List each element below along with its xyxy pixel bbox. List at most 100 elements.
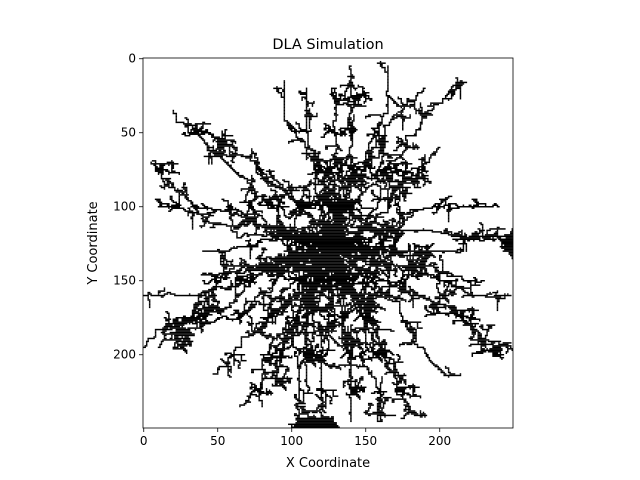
dla-particle-run <box>441 260 444 263</box>
dla-particle-run <box>301 327 305 329</box>
dla-particle-run <box>484 346 487 349</box>
dla-particle-run <box>187 207 191 209</box>
dla-particle-run <box>348 65 352 67</box>
dla-particle-run <box>200 214 204 217</box>
dla-particle-run <box>261 235 268 238</box>
dla-particle-run <box>379 188 391 190</box>
dla-particle-run <box>295 136 299 138</box>
dla-particle-run <box>347 86 355 88</box>
dla-particle-run <box>502 342 512 344</box>
dla-particle-run <box>394 169 402 171</box>
dla-particle-run <box>496 290 499 292</box>
dla-particle-run <box>350 346 355 349</box>
dla-particle-run <box>387 155 392 158</box>
dla-particle-run <box>246 180 249 183</box>
dla-particle-run <box>291 272 294 275</box>
dla-particle-run <box>305 319 309 322</box>
dla-particle-run <box>298 410 300 412</box>
dla-particle-run <box>385 226 395 229</box>
dla-particle-run <box>341 339 361 341</box>
dla-particle-run <box>369 405 371 408</box>
dla-particle-run <box>230 367 232 369</box>
dla-particle-run <box>387 288 391 291</box>
dla-particle-run <box>394 299 398 301</box>
dla-particle-run <box>259 325 268 328</box>
dla-particle-run <box>144 345 148 347</box>
dla-particle-run <box>329 158 345 161</box>
dla-particle-run <box>393 166 398 168</box>
dla-particle-run <box>305 318 309 320</box>
dla-particle-run <box>342 300 345 303</box>
dla-particle-run <box>157 293 160 295</box>
dla-particle-run <box>365 284 370 286</box>
dla-particle-run <box>203 303 206 306</box>
dla-particle-run <box>295 275 297 278</box>
dla-particle-run <box>282 189 300 192</box>
dla-particle-run <box>339 86 342 88</box>
dla-particle-run <box>276 210 280 212</box>
dla-particle-run <box>415 129 422 131</box>
dla-particle-run <box>436 207 441 209</box>
dla-particle-run <box>267 312 280 315</box>
dla-particle-run <box>283 109 286 112</box>
dla-particle-run <box>382 220 389 223</box>
dla-particle-run <box>393 268 398 270</box>
dla-particle-run <box>295 405 306 408</box>
dla-particle-run <box>443 282 445 285</box>
dla-particle-run <box>378 149 385 152</box>
dla-particle-run <box>316 352 318 354</box>
dla-particle-run <box>345 89 348 91</box>
dla-particle-run <box>258 272 263 275</box>
dla-particle-run <box>325 396 327 399</box>
dla-particle-run <box>251 176 253 178</box>
dla-particle-run <box>359 314 364 316</box>
dla-particle-run <box>439 257 441 260</box>
dla-particle-run <box>230 160 234 162</box>
dla-particle-run <box>396 208 401 211</box>
dla-particle-run <box>387 180 407 183</box>
dla-particle-run <box>251 368 266 371</box>
dla-particle-run <box>326 321 340 323</box>
dla-particle-run <box>345 158 349 161</box>
dla-particle-run <box>424 306 428 309</box>
dla-particle-run <box>344 96 346 98</box>
dla-particle-run <box>384 130 386 132</box>
dla-particle-run <box>375 145 377 147</box>
dla-particle-run <box>283 80 286 82</box>
dla-particle-run <box>298 401 305 403</box>
dla-particle-run <box>385 177 394 180</box>
dla-particle-run <box>248 322 254 325</box>
dla-particle-run <box>397 355 401 357</box>
dla-particle-run <box>292 269 352 272</box>
dla-particle-run <box>362 284 364 286</box>
dla-particle-run <box>404 137 407 140</box>
dla-particle-run <box>288 423 337 426</box>
dla-particle-run <box>447 302 450 304</box>
dla-particle-run <box>295 123 300 125</box>
dla-particle-run <box>384 345 386 347</box>
dla-particle-run <box>419 413 426 415</box>
dla-particle-run <box>271 237 280 239</box>
dla-particle-run <box>378 143 386 146</box>
dla-particle-run <box>397 97 402 100</box>
dla-particle-run <box>350 69 352 72</box>
dla-particle-run <box>271 318 274 320</box>
dla-particle-run <box>283 95 286 97</box>
dla-particle-run <box>480 324 484 326</box>
dla-particle-run <box>280 96 286 98</box>
dla-particle-run <box>341 325 346 328</box>
dla-particle-run <box>248 208 250 211</box>
dla-particle-run <box>499 240 513 242</box>
dla-particle-run <box>464 291 469 294</box>
dla-particle-run <box>245 195 247 198</box>
dla-particle-run <box>227 207 234 209</box>
dla-particle-run <box>465 245 468 248</box>
dla-particle-run <box>393 368 398 371</box>
dla-particle-run <box>182 339 191 341</box>
dla-particle-run <box>288 127 296 130</box>
dla-particle-run <box>203 281 206 283</box>
dla-particle-run <box>293 414 300 417</box>
dla-particle-run <box>381 160 385 162</box>
dla-particle-run <box>320 213 323 215</box>
dla-particle-run <box>285 317 300 319</box>
